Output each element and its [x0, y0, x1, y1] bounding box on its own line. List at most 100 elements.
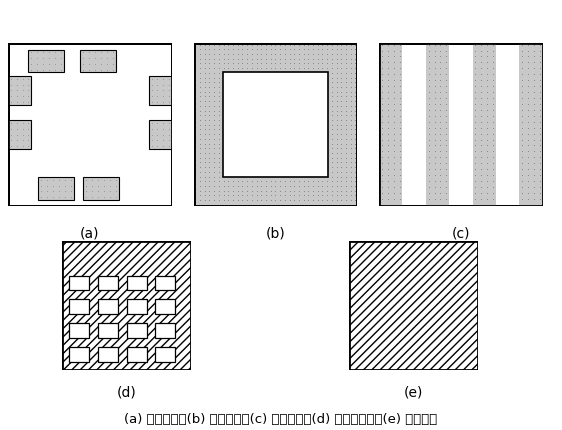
Point [477, 71, 486, 78]
Bar [69, 299, 89, 314]
Point [191, 107, 200, 114]
Point [205, 46, 214, 53]
Point [389, 130, 398, 137]
Point [430, 59, 439, 66]
Point [191, 46, 200, 53]
Point [191, 192, 200, 199]
Point [214, 107, 223, 114]
Point [488, 53, 497, 60]
Point [205, 187, 214, 194]
Point [342, 145, 351, 152]
Point [337, 46, 346, 53]
Point [424, 53, 433, 60]
Point [328, 51, 337, 58]
Point [346, 201, 355, 208]
Point [535, 101, 544, 108]
Point [389, 41, 398, 48]
Point [50, 49, 59, 56]
Point [257, 51, 266, 58]
Point [26, 66, 35, 73]
Point [219, 65, 228, 72]
Point [395, 124, 404, 131]
Point [471, 71, 480, 78]
Point [378, 130, 387, 137]
Point [285, 192, 294, 199]
Point [471, 130, 480, 137]
Point [100, 194, 109, 200]
Point [483, 118, 492, 125]
Point [442, 124, 451, 131]
Point [313, 182, 322, 189]
Point [488, 201, 497, 208]
Point [108, 60, 117, 67]
Point [38, 55, 47, 61]
Point [196, 88, 205, 95]
Point [351, 192, 360, 199]
Point [275, 65, 284, 72]
Point [210, 88, 219, 95]
Point [342, 169, 351, 175]
Point [383, 190, 392, 197]
Point [12, 125, 21, 132]
Point [191, 169, 200, 175]
Point [205, 41, 214, 48]
Point [389, 178, 398, 184]
Point [518, 112, 527, 119]
Point [342, 98, 351, 104]
Point [210, 150, 219, 157]
Point [389, 201, 398, 208]
Point [158, 125, 167, 132]
Point [108, 49, 117, 56]
Point [42, 182, 51, 189]
Point [395, 59, 404, 66]
Point [210, 46, 219, 53]
Bar [98, 299, 118, 314]
Point [200, 131, 209, 138]
Point [535, 184, 544, 190]
Point [158, 81, 167, 88]
Point [378, 124, 387, 131]
Point [483, 89, 492, 95]
Point [332, 60, 341, 67]
Point [342, 182, 351, 189]
Point [378, 166, 387, 172]
Point [535, 130, 544, 137]
Point [471, 77, 480, 84]
Point [205, 51, 214, 58]
Point [436, 166, 445, 172]
Point [205, 192, 214, 199]
Point [290, 201, 299, 208]
Point [205, 197, 214, 203]
Point [90, 66, 99, 73]
Point [483, 184, 492, 190]
Point [224, 46, 233, 53]
Point [436, 148, 445, 155]
Point [205, 178, 214, 184]
Point [337, 187, 346, 194]
Bar [426, 43, 449, 206]
Point [337, 55, 346, 62]
Point [328, 41, 337, 48]
Point [483, 107, 492, 114]
Point [395, 65, 404, 72]
Point [518, 142, 527, 149]
Point [337, 102, 346, 109]
Point [488, 184, 497, 190]
Point [219, 192, 228, 199]
Point [342, 173, 351, 180]
Point [285, 201, 294, 208]
Point [346, 88, 355, 95]
Point [523, 136, 532, 143]
Point [346, 83, 355, 90]
Point [471, 160, 480, 167]
Point [7, 99, 16, 106]
Point [313, 51, 322, 58]
Point [243, 51, 252, 58]
Point [12, 99, 21, 106]
Point [205, 164, 214, 171]
Point [304, 46, 313, 53]
Point [529, 178, 538, 184]
Point [442, 71, 451, 78]
Point [323, 60, 332, 67]
Point [196, 107, 205, 114]
